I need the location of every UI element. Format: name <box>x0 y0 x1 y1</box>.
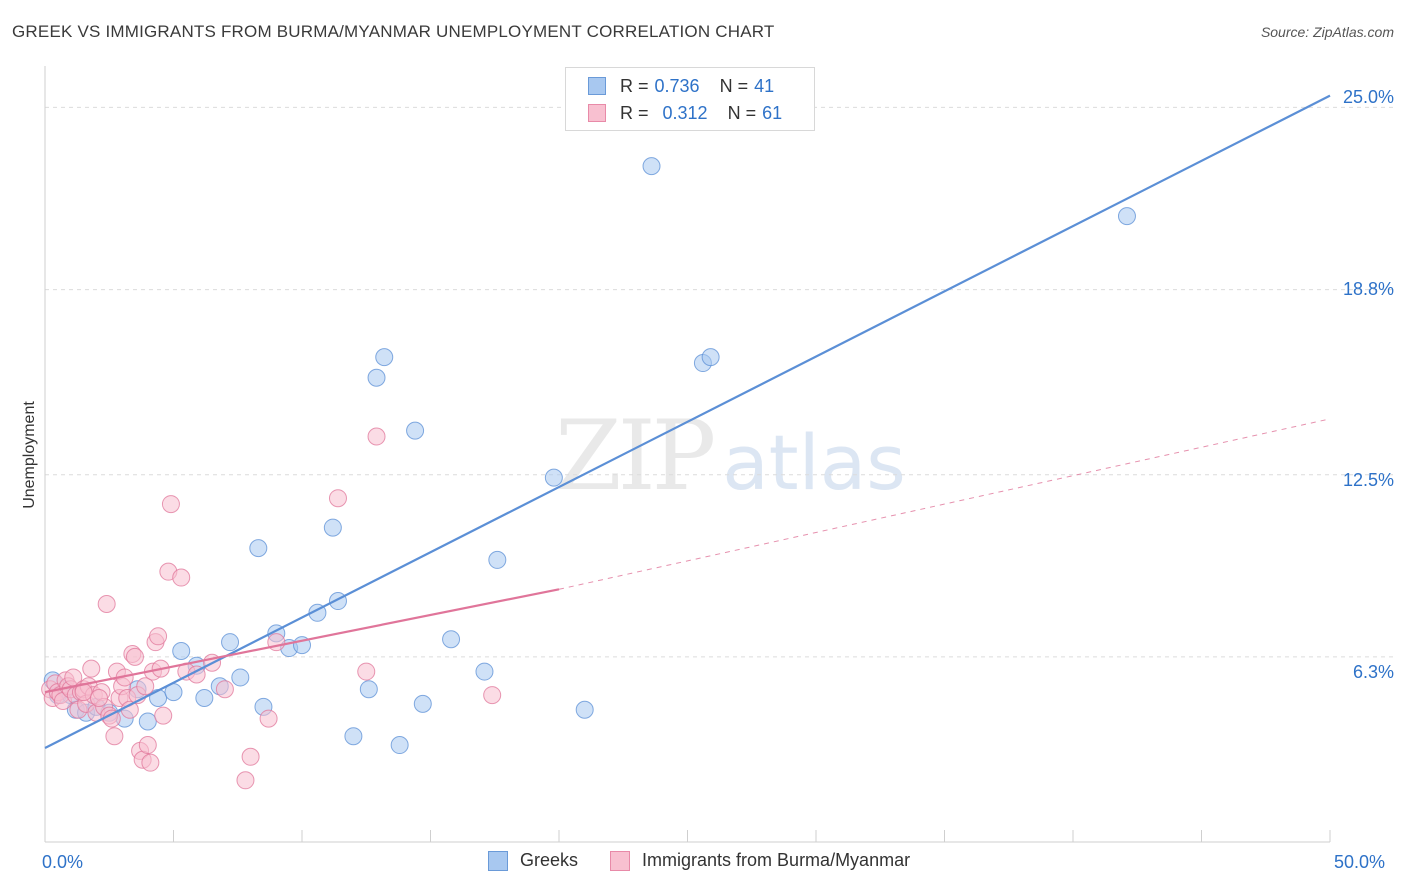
x-tick-label-min: 0.0% <box>42 852 84 872</box>
watermark-zip: ZIP <box>555 400 716 512</box>
point-burma-56 <box>357 662 376 681</box>
point-greeks-37 <box>544 468 563 487</box>
point-greeks-39 <box>642 157 661 176</box>
point-greeks-15 <box>195 689 214 708</box>
point-greeks-13 <box>172 642 191 660</box>
point-burma-16 <box>82 659 101 678</box>
trendline-burma <box>44 588 560 694</box>
point-burma-36 <box>136 677 155 696</box>
legend-row-greeks: R = 0.736 N = 41 <box>588 74 774 98</box>
point-greeks-25 <box>323 518 342 537</box>
y-tick-label-18-8: 18.8% <box>1342 279 1394 299</box>
y-tick-label-12-5: 12.5% <box>1342 470 1394 490</box>
legend-item-greeks: Greeks <box>488 850 578 871</box>
point-greeks-10 <box>138 712 157 731</box>
burma-n-value: 61 <box>762 102 783 123</box>
point-burma-60 <box>89 689 108 708</box>
point-greeks-36 <box>488 550 507 569</box>
point-burma-50 <box>215 680 234 699</box>
trendline-extension-burma <box>558 418 1331 590</box>
point-greeks-28 <box>359 680 378 699</box>
point-burma-32 <box>125 647 144 666</box>
greeks-swatch <box>588 77 606 95</box>
point-burma-41 <box>149 627 168 646</box>
point-greeks-32 <box>406 421 425 440</box>
y-tick-label-6-3: 6.3% <box>1352 662 1394 682</box>
trendline-greeks <box>44 94 1331 749</box>
series-legend: Greeks Immigrants from Burma/Myanmar <box>488 850 942 871</box>
point-burma-23 <box>102 709 121 728</box>
point-greeks-41 <box>701 348 720 367</box>
watermark-atlas: atlas <box>722 418 906 507</box>
point-burma-57 <box>367 427 386 446</box>
burma-swatch <box>588 104 606 122</box>
point-greeks-17 <box>221 633 240 652</box>
point-burma-24 <box>105 727 124 746</box>
point-greeks-34 <box>442 630 461 649</box>
point-greeks-11 <box>149 689 168 708</box>
point-burma-45 <box>161 495 180 514</box>
r-label: R = <box>620 75 649 96</box>
source-credit: Source: ZipAtlas.com <box>1260 24 1394 40</box>
point-greeks-42 <box>1117 207 1136 226</box>
point-burma-38 <box>141 753 160 772</box>
y-tick-label-25: 25.0% <box>1342 87 1394 107</box>
point-greeks-27 <box>344 727 363 746</box>
watermark: ZIP atlas <box>555 400 906 512</box>
point-greeks-30 <box>375 348 394 367</box>
n-label: N = <box>719 75 749 96</box>
burma-legend-swatch <box>610 850 631 871</box>
greeks-n-value: 41 <box>754 75 775 96</box>
n-label: N = <box>727 102 757 123</box>
x-tick-label-max: 50.0% <box>1334 852 1386 872</box>
point-burma-21 <box>97 594 116 613</box>
legend-item-burma: Immigrants from Burma/Myanmar <box>610 850 910 871</box>
correlation-legend: R = 0.736 N = 41 R = 0.312 N = 61 <box>565 67 815 131</box>
legend-row-burma: R = 0.312 N = 61 <box>588 101 782 125</box>
point-burma-46 <box>172 568 191 587</box>
point-greeks-18 <box>231 668 250 687</box>
point-burma-51 <box>236 771 255 790</box>
point-burma-58 <box>483 686 502 705</box>
point-greeks-19 <box>249 539 268 558</box>
r-label: R = <box>620 102 649 123</box>
point-burma-55 <box>328 489 347 508</box>
point-greeks-33 <box>413 694 432 713</box>
burma-r-value: 0.312 <box>662 102 708 123</box>
point-burma-43 <box>154 706 173 725</box>
point-burma-37 <box>138 736 157 755</box>
point-burma-52 <box>241 747 260 766</box>
point-greeks-35 <box>475 662 494 681</box>
burma-legend-label: Immigrants from Burma/Myanmar <box>642 850 911 870</box>
point-greeks-38 <box>575 700 594 719</box>
greeks-r-value: 0.736 <box>654 75 700 96</box>
point-greeks-29 <box>367 368 386 387</box>
point-burma-53 <box>259 709 278 728</box>
greeks-legend-swatch <box>488 850 508 871</box>
point-greeks-31 <box>390 736 409 755</box>
chart-title: GREEK VS IMMIGRANTS FROM BURMA/MYANMAR U… <box>12 22 775 41</box>
greeks-legend-label: Greeks <box>520 850 579 870</box>
